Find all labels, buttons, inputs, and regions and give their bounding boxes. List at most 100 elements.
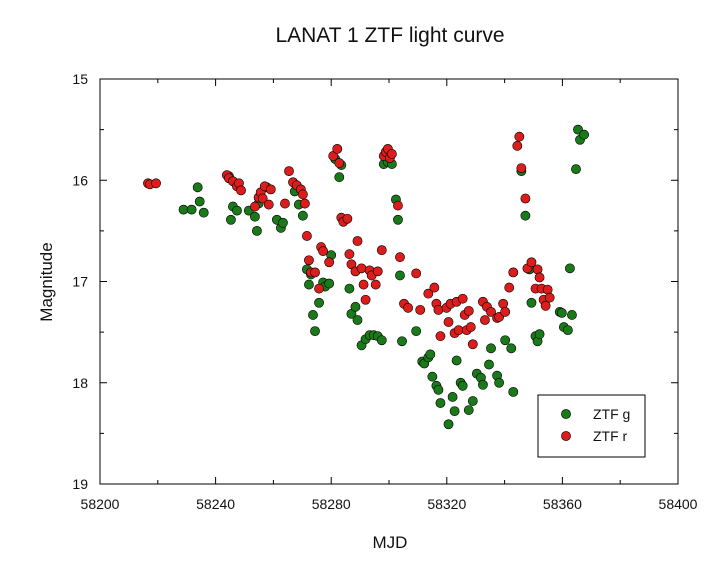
ztf-r-point: [486, 306, 496, 317]
ztf-g-point: [252, 225, 262, 236]
ztf-r-point: [433, 304, 444, 315]
ztf-r-point: [300, 198, 310, 209]
ztf-r-point: [284, 166, 294, 177]
chart-title: LANAT 1 ZTF light curve: [275, 24, 505, 47]
ztf-g-point: [433, 384, 444, 395]
ztf-r-point: [372, 266, 383, 277]
ztf-r-point: [334, 158, 345, 168]
ztf-g-point: [447, 392, 458, 402]
ztf-r-point: [520, 193, 531, 204]
ztf-g-point: [562, 325, 573, 335]
ztf-g-point: [308, 310, 318, 320]
ztf-r-point: [500, 306, 511, 317]
y-axis-label: Magnitude: [37, 242, 56, 322]
y-tick-label: 19: [72, 476, 88, 492]
ztf-g-point: [463, 405, 474, 415]
ztf-g-point: [508, 386, 519, 397]
ztf-g-point: [579, 129, 589, 140]
ztf-g-point: [250, 211, 260, 222]
ztf-r-point: [304, 255, 314, 266]
ztf-r-point: [376, 245, 387, 256]
ztf-g-point: [232, 205, 242, 216]
ztf-g-point: [457, 380, 468, 391]
ztf-r-point: [526, 257, 537, 268]
ztf-r-point: [429, 282, 440, 293]
ztf-r-point: [532, 264, 543, 275]
ztf-r-point: [465, 322, 476, 332]
y-tick-label: 18: [72, 375, 88, 391]
ztf-r-point: [332, 143, 343, 154]
ztf-r-point: [344, 249, 355, 260]
ztf-r-point: [250, 201, 260, 212]
ztf-r-point: [386, 149, 397, 159]
legend-box: [537, 394, 646, 458]
ztf-g-point: [486, 343, 496, 354]
ztf-g-point: [435, 398, 446, 408]
ztf-r-point: [544, 292, 555, 303]
ztf-r-point: [467, 339, 478, 350]
y-tick-label: 15: [72, 71, 88, 87]
ztf-g-point: [425, 349, 436, 360]
ztf-g-point: [427, 371, 438, 382]
y-tick-label: 16: [72, 172, 88, 188]
ztf-r-point: [314, 283, 324, 294]
ztf-r-point: [297, 189, 308, 200]
ztf-g-point: [310, 326, 320, 337]
ztf-g-point: [451, 355, 462, 366]
ztf-r-point: [504, 282, 515, 293]
ztf-r-point: [356, 263, 367, 274]
ztf-g-point: [556, 307, 567, 318]
ztf-r-point: [415, 304, 426, 315]
ztf-g-point: [526, 297, 537, 308]
ztf-g-point: [192, 182, 203, 193]
ztf-g-point: [520, 210, 531, 221]
ztf-r-point: [423, 288, 434, 299]
ztf-r-point: [393, 200, 403, 211]
ztf-g-point: [297, 210, 308, 221]
ztf-g-point: [449, 406, 460, 416]
ztf-r-point: [318, 246, 329, 257]
ztf-r-point: [310, 267, 320, 278]
x-tick-label: 58400: [659, 496, 698, 512]
ztf-r-point: [457, 293, 468, 304]
ztf-g-point: [484, 359, 494, 370]
ztf-g-point: [395, 270, 405, 281]
x-tick-label: 58280: [312, 496, 351, 512]
ztf-r-point: [540, 300, 551, 311]
x-tick-label: 58200: [81, 496, 120, 512]
ztf-g-point: [324, 278, 335, 289]
ztf-g-point: [314, 297, 324, 308]
ztf-g-point: [304, 279, 314, 290]
legend-label-r: ZTF r: [593, 428, 628, 444]
ztf-g-point: [506, 343, 517, 354]
ztf-r-point: [370, 279, 381, 290]
ztf-g-point: [334, 172, 345, 183]
x-tick-label: 58360: [543, 496, 582, 512]
ztf-g-point: [534, 329, 545, 340]
ztf-r-point: [516, 163, 527, 173]
ztf-g-point: [397, 336, 407, 347]
ztf-r-point: [512, 140, 523, 151]
ztf-g-point: [186, 204, 197, 215]
ztf-r-point: [263, 199, 274, 210]
ztf-r-point: [236, 185, 246, 196]
ztf-g-point: [198, 207, 209, 218]
ztf-g-point: [478, 379, 488, 390]
ztf-r-point: [352, 236, 363, 246]
ztf-g-point: [467, 396, 478, 406]
ztf-r-point: [151, 178, 161, 189]
ztf-r-point: [395, 252, 405, 263]
ztf-g-point: [565, 263, 575, 274]
ztf-g-point: [494, 377, 505, 388]
ztf-g-point: [278, 217, 288, 228]
ztf-g-point: [350, 301, 361, 312]
ztf-r-point: [514, 131, 525, 142]
ztf-g-point: [500, 335, 511, 346]
ztf-r-point: [360, 294, 371, 305]
ztf-g-point: [443, 419, 454, 430]
ztf-r-point: [542, 284, 553, 295]
ztf-r-point: [534, 272, 545, 283]
ztf-r-point: [443, 317, 454, 327]
ztf-g-point: [344, 283, 355, 294]
